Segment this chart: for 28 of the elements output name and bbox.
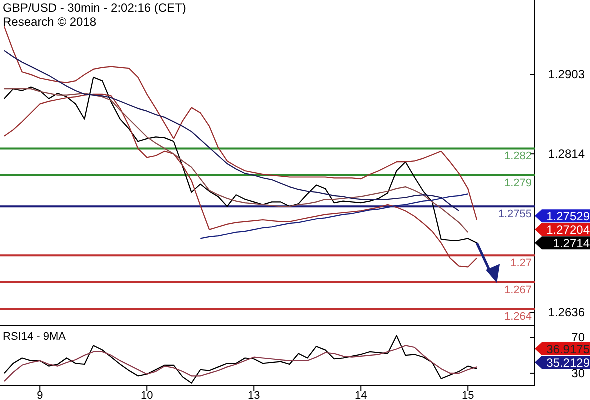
ref-line-label: 1.279 [504,177,532,190]
line-series [4,94,478,268]
x-tick-label: 10 [141,390,154,400]
line-series [4,50,460,212]
text: 1.27204 [546,223,590,238]
ref-line-label: 1.282 [504,150,532,163]
chart-title: RSI14 - 9MA [3,331,67,343]
text: 1.2714 [553,236,590,251]
chart-title: GBP/USD - 30min - 2:02:16 (CET) [3,1,186,15]
x-tick-label: 9 [37,390,44,400]
line-series [4,26,478,221]
x-tick-label: 14 [355,390,368,400]
text: 36.9175 [546,342,590,356]
line-series [4,88,469,234]
y-tick-label: 1.2636 [548,305,586,320]
ref-line-label: 1.2755 [498,208,532,221]
y-tick-label: 1.2814 [548,146,586,161]
y-tick-label: 1.2903 [548,68,586,82]
x-tick-label: 15 [462,390,474,400]
line-series [4,345,478,382]
line-series [4,76,478,244]
ref-line-label: 1.264 [504,311,532,324]
x-tick-label: 13 [248,390,260,400]
ref-line-label: 1.27 [510,258,532,270]
y-tick-label: 70 [572,330,586,344]
ref-line-label: 1.267 [504,284,532,296]
text: 1.27529 [546,210,590,224]
text: Research © 2018 [3,15,97,29]
